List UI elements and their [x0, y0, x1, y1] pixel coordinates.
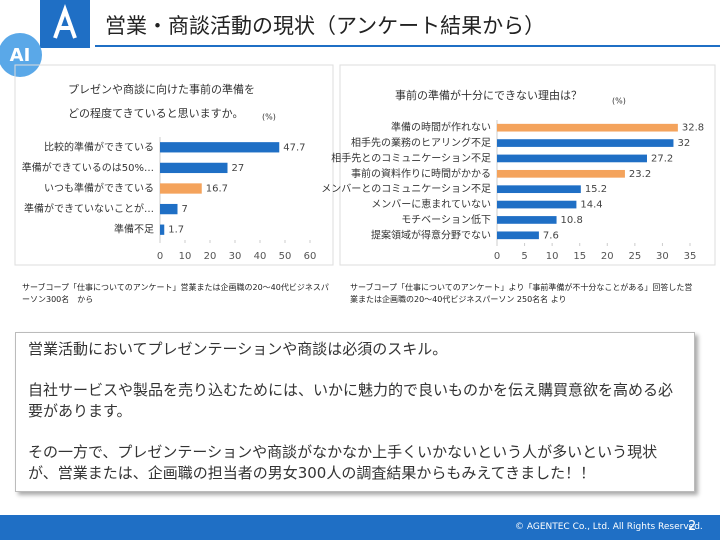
- value-label: 32: [677, 138, 690, 149]
- paragraph: 営業活動においてプレゼンテーションや商談は必須のスキル。: [28, 340, 448, 358]
- bar: [497, 123, 678, 132]
- source-note: サーブコープ「仕事についてのアンケート」営業または企画職の20～40代ビジネスパ…: [22, 283, 329, 304]
- bar: [160, 203, 178, 215]
- category-label: メンバーに恵まれていない: [371, 198, 491, 211]
- category-label: 相手先の業務のヒアリング不足: [351, 136, 491, 149]
- copyright: © AGENTEC Co., Ltd. All Rights Reserved.: [515, 522, 703, 532]
- category-label: 準備不足: [114, 223, 154, 236]
- paragraph: 自社サービスや製品を売り込むためには、いかに魅力的で良いものかを伝え購買意欲を高…: [28, 381, 674, 420]
- category-label: モチベーション低下: [401, 213, 491, 226]
- chart-title: 事前の準備が十分にできない理由は？: [395, 88, 582, 102]
- value-label: 1.7: [168, 225, 184, 236]
- bar: [497, 139, 674, 147]
- unit: (%): [262, 113, 276, 122]
- page-number: 2: [688, 519, 697, 534]
- x-tick-label: 40: [254, 251, 267, 262]
- value-label: 27.2: [651, 153, 673, 164]
- x-tick-label: 10: [179, 251, 192, 262]
- category-label: 提案領域が得意分野でない: [371, 228, 491, 241]
- chart-title: どの程度てきていると思いますか。: [68, 106, 243, 120]
- panel: [14, 64, 334, 266]
- value-label: 32.8: [682, 123, 704, 134]
- category-label: 準備ができていないことが…: [24, 202, 154, 215]
- bar: [497, 169, 625, 178]
- x-tick-label: 15: [573, 251, 586, 262]
- bar: [160, 142, 280, 153]
- category-label: 準備の時間が作れない: [391, 121, 491, 134]
- value-label: 10.8: [561, 215, 583, 226]
- x-tick-label: 30: [656, 251, 669, 262]
- bar: [160, 183, 202, 194]
- bar: [497, 216, 557, 224]
- bar: [497, 231, 539, 240]
- value-label: 7: [182, 204, 188, 215]
- chart-title: プレゼンや商談に向けた事前の準備を: [68, 82, 255, 96]
- value-label: 16.7: [206, 184, 228, 195]
- x-tick-label: 5: [521, 251, 527, 262]
- slide-title: 営業・商談活動の現状（アンケート結果から）: [105, 14, 545, 38]
- x-tick-label: 35: [684, 251, 697, 262]
- category-label: 準備ができているのは50%…: [22, 161, 154, 174]
- panel: [339, 64, 716, 266]
- x-tick-label: 50: [279, 251, 292, 262]
- badge-text: AI: [10, 45, 31, 66]
- value-label: 47.7: [283, 142, 305, 153]
- value-label: 15.2: [585, 184, 607, 195]
- footer: © AGENTEC Co., Ltd. All Rights Reserved.…: [0, 515, 720, 540]
- value-label: 27: [232, 163, 245, 174]
- unit: (%): [612, 97, 626, 106]
- x-tick-label: 30: [229, 251, 242, 262]
- category-label: いつも準備ができている: [44, 182, 154, 195]
- bar: [497, 185, 581, 194]
- category-label: 比較的準備ができている: [44, 140, 154, 153]
- category-label: 事前の資料作りに時間がかかる: [351, 167, 491, 180]
- category-label: メンバーとのコミュニケーション不足: [321, 183, 491, 195]
- x-tick-label: 10: [546, 251, 559, 262]
- x-tick-label: 20: [204, 251, 217, 262]
- x-tick-label: 20: [601, 251, 614, 262]
- bar: [497, 200, 577, 209]
- badge: [0, 33, 42, 77]
- value-label: 23.2: [629, 169, 651, 180]
- paragraph: その一方で、プレゼンテーションや商談がなかなか上手くいかないという人が多いという…: [28, 443, 658, 482]
- value-label: 7.6: [543, 230, 559, 241]
- bar: [160, 224, 165, 235]
- bar: [497, 154, 647, 163]
- source-note: サーブコープ「仕事についてのアンケート」より「事前準備が不十分なことがある」回答…: [350, 283, 693, 304]
- x-tick-label: 60: [304, 251, 317, 262]
- x-tick-label: 0: [157, 251, 163, 262]
- bar: [160, 162, 228, 174]
- slide-graphics: AI 営業・商談活動の現状（アンケート結果から） プレゼンや商談に向けた事前の準…: [0, 0, 720, 266]
- x-tick-label: 0: [494, 251, 500, 262]
- text-box: 営業活動においてプレゼンテーションや商談は必須のスキル。 自社サービスや製品を売…: [15, 332, 695, 492]
- x-tick-label: 25: [628, 251, 641, 262]
- category-label: 相手先とのコミュニケーション不足: [331, 151, 491, 164]
- value-label: 14.4: [580, 200, 602, 211]
